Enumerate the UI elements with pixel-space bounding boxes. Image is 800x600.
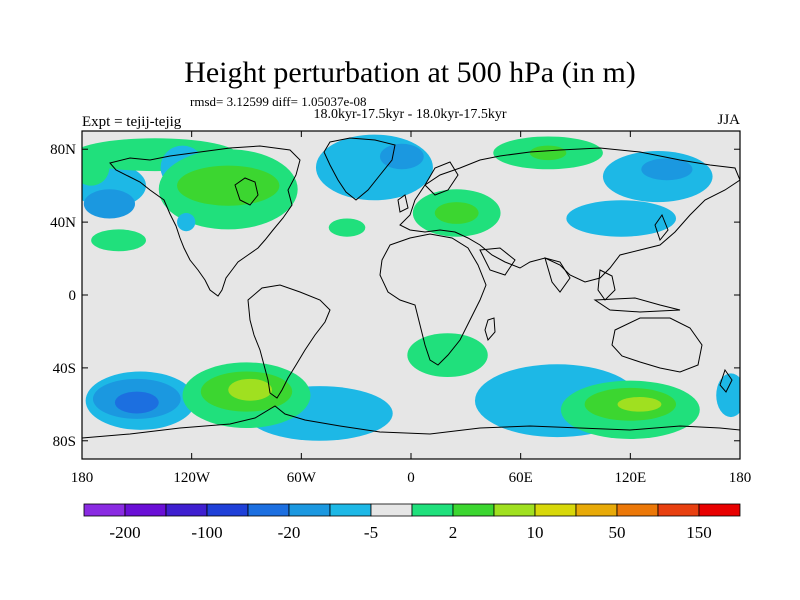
anomaly-n-america-darkgreen: [177, 165, 280, 206]
colorbar-swatch: [411, 503, 454, 517]
anomaly-n-atlantic-blue: [379, 143, 424, 170]
colorbar-swatch: [165, 503, 208, 517]
map-panel: 180 120W 60W 0 60E 120E 180 80N 40N 0 40S 80S: [50, 130, 751, 486]
anomaly-s-indian-yellowgreen: [617, 397, 662, 412]
x-tick-label: 180: [71, 470, 94, 486]
colorbar-swatch: [698, 503, 741, 517]
scandinavia-coast: [424, 161, 459, 196]
arabia-coast: [479, 247, 516, 276]
anomaly-mid-atlantic-green: [328, 218, 366, 237]
southeast-asia-coast: [597, 269, 616, 301]
colorbar-label: 10: [527, 523, 544, 542]
greenland-coast: [323, 137, 396, 201]
colorbar-swatch: [452, 503, 495, 517]
anomaly-n-asia-blue: [641, 158, 693, 181]
anomaly-s-pacific-yellowgreen: [228, 378, 273, 401]
colorbar-swatch: [657, 503, 700, 517]
anomaly-europe-darkgreen: [434, 202, 479, 224]
anomaly-far-east-cyan: [716, 373, 740, 418]
hudson-bay: [234, 177, 259, 206]
colorbar: -200 -100 -20 -5 2 10 50 150: [83, 503, 741, 542]
colorbar-swatch: [534, 503, 577, 517]
y-tick-label: 80N: [50, 142, 76, 158]
colorbar-swatch: [329, 503, 372, 517]
y-tick-label: 40S: [53, 361, 76, 377]
plot-title: Height perturbation at 500 hPa (in m): [184, 56, 636, 89]
x-tick-label: 60E: [509, 470, 533, 486]
season-label: JJA: [717, 112, 740, 128]
colorbar-swatch: [575, 503, 618, 517]
anomaly-asia-cyan: [566, 200, 677, 237]
colorbar-label: 50: [609, 523, 626, 542]
colorbar-swatch: [83, 503, 126, 517]
north-america-coast: [109, 145, 301, 297]
x-tick-label: 60W: [287, 470, 317, 486]
y-tick-label: 40N: [50, 215, 76, 231]
europe-asia-coast: [399, 147, 740, 283]
map-ticks: 180 120W 60W 0 60E 120E 180 80N 40N 0 40S 80S: [50, 131, 751, 486]
stats-line: rmsd= 3.12599 diff= 1.05037e-08: [190, 94, 367, 109]
africa-coast: [379, 233, 487, 366]
colorbar-swatch: [370, 503, 413, 517]
australia-coast: [611, 317, 703, 373]
coastlines: [82, 137, 740, 439]
colorbar-swatch: [288, 503, 331, 517]
colorbar-swatch: [124, 503, 167, 517]
new-zealand-coast: [719, 368, 733, 393]
anomaly-s-pacific-deepblue: [114, 391, 159, 414]
colorbar-swatch: [616, 503, 659, 517]
x-tick-label: 180: [729, 470, 752, 486]
y-tick-label: 0: [69, 288, 77, 304]
colorbar-label: -5: [364, 523, 378, 542]
anomaly-w-america-cyan: [177, 213, 196, 232]
madagascar-coast: [484, 317, 496, 342]
anomaly-n-atlantic-cyan: [315, 134, 433, 201]
india-coast: [544, 257, 571, 293]
colorbar-label: 150: [686, 523, 712, 542]
indonesia-coast: [593, 297, 681, 313]
japan-coast: [654, 213, 669, 242]
anomaly-pacific-lower-green: [91, 229, 146, 252]
anomaly-layer: [82, 134, 740, 441]
colorbar-swatch: [493, 503, 536, 517]
x-tick-label: 0: [407, 470, 415, 486]
x-tick-label: 120E: [614, 470, 646, 486]
colorbar-label: -20: [278, 523, 301, 542]
anomaly-n-pacific-blue: [83, 189, 136, 219]
british-isles-coast: [397, 194, 409, 213]
anomaly-siberia-darkgreen: [529, 145, 567, 161]
experiment-label: Expt = tejij-tejig: [82, 114, 182, 130]
x-tick-label: 120W: [173, 470, 211, 486]
colorbar-label: 2: [449, 523, 458, 542]
colorbar-label: -200: [109, 523, 140, 542]
colorbar-label: -100: [191, 523, 222, 542]
colorbar-swatch: [247, 503, 290, 517]
antarctica-coast: [82, 405, 740, 439]
period-line: 18.0kyr-17.5kyr - 18.0kyr-17.5kyr: [313, 107, 506, 122]
south-america-coast: [247, 284, 331, 399]
colorbar-swatch: [206, 503, 249, 517]
y-tick-label: 80S: [53, 434, 76, 450]
